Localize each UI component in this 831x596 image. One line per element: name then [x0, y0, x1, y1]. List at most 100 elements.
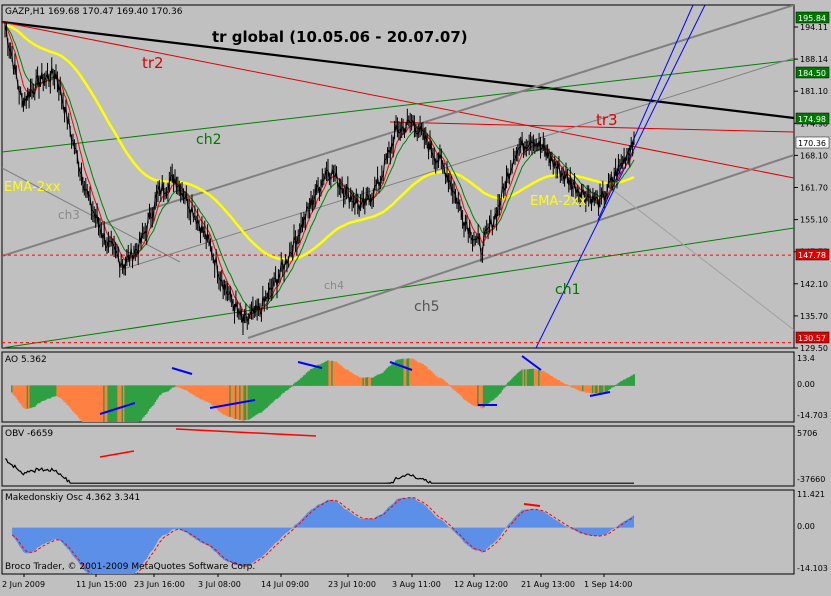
price-y-tick-label: 181.10	[800, 87, 828, 96]
ao-bar	[230, 385, 233, 418]
ao-bar	[90, 385, 93, 422]
price-y-tick-label: 161.70	[800, 184, 828, 193]
ao-bar	[297, 380, 300, 386]
ao-bar	[114, 385, 117, 422]
ao-bar	[495, 385, 498, 398]
ao-bar	[206, 385, 209, 402]
ema-yellow-line	[4, 24, 635, 261]
ao-bar	[465, 385, 468, 401]
ao-bar	[559, 381, 562, 386]
ao-bar	[606, 385, 609, 392]
ao-bar	[200, 385, 203, 400]
ao-bar	[254, 385, 257, 415]
ao-bar	[533, 369, 536, 386]
ao-bar	[387, 366, 390, 386]
ao-bar	[319, 364, 322, 386]
ao-divergence-line	[297, 361, 323, 369]
ao-bar	[560, 382, 563, 386]
ao-bar	[349, 372, 352, 386]
label-ch5: ch5	[414, 299, 439, 315]
obv-panel[interactable]	[1, 425, 795, 487]
ao-bar	[342, 367, 345, 386]
ao-bar	[478, 385, 481, 407]
price-y-tick-label: 194.11	[800, 23, 828, 32]
label-tr3: tr3	[596, 111, 618, 129]
ao-bar	[70, 385, 73, 410]
ao-bar	[464, 385, 467, 401]
obv-label: OBV -6659	[5, 429, 53, 439]
ao-bar	[628, 377, 631, 386]
ao-bar	[168, 385, 171, 391]
ao-bar	[267, 385, 270, 406]
ao-bar	[210, 385, 213, 405]
ao-bar	[553, 377, 556, 386]
ao-bar	[448, 385, 451, 386]
ao-bar	[152, 385, 155, 405]
ao-bar	[487, 385, 490, 404]
ao-bar	[516, 373, 519, 386]
ao-bar	[597, 385, 600, 394]
label-ch3: ch3	[58, 208, 80, 222]
ao-bar	[274, 385, 277, 400]
ao-bar	[125, 385, 128, 422]
ao-bar	[185, 385, 188, 390]
ao-bar	[338, 364, 341, 386]
ao-bar	[302, 375, 305, 386]
ao-bar	[419, 362, 422, 386]
ao-bar	[81, 385, 84, 422]
x-tick-label: 3 Aug 11:00	[392, 580, 441, 589]
mk-y-tick-label: 0.00	[797, 522, 815, 531]
ao-bar	[159, 385, 162, 395]
ao-bar	[368, 377, 371, 386]
ao-bar	[556, 379, 559, 386]
obv-y-tick-label: -37660	[797, 475, 825, 484]
ao-bar	[373, 376, 376, 386]
ao-bar	[528, 369, 531, 386]
ao-bar	[321, 363, 324, 386]
ao-bar	[512, 377, 515, 386]
ao-bar	[208, 385, 210, 403]
ao-bar	[256, 385, 259, 415]
price-tag-147.78	[795, 248, 830, 261]
ao-bar	[158, 385, 161, 396]
ao-bar	[444, 381, 447, 386]
ao-bar	[22, 385, 25, 408]
ao-bar	[33, 385, 36, 407]
ao-bar	[191, 385, 193, 394]
ao-bar	[120, 385, 123, 422]
ao-bar	[249, 385, 252, 419]
ao-bar	[205, 385, 208, 402]
ao-bar	[514, 375, 516, 386]
ao-bar	[63, 385, 66, 403]
ao-bar	[375, 375, 378, 386]
ao-bar	[280, 385, 283, 395]
ao-bar	[285, 385, 288, 391]
ao-bar	[60, 385, 63, 399]
ao-bar	[572, 385, 575, 388]
ao-bar	[227, 385, 230, 417]
ao-bar	[427, 369, 430, 386]
tr2-line	[2, 21, 794, 179]
price-panel[interactable]	[1, 4, 795, 349]
ao-bar	[576, 385, 579, 390]
ao-bar	[623, 379, 626, 386]
price-close-line	[4, 25, 635, 324]
ao-bar	[437, 377, 440, 386]
ao-bar	[410, 358, 413, 386]
ao-bar	[169, 385, 172, 389]
mk-label: Makedonskiy Osc 4.362 3.341	[5, 493, 140, 503]
ao-bar	[135, 385, 138, 422]
ao-bar	[49, 385, 52, 399]
ao-bar	[11, 385, 14, 393]
ao-bar	[247, 385, 250, 420]
ao-bar	[213, 385, 216, 408]
ao-bar	[304, 374, 307, 386]
ao-bar	[28, 385, 31, 409]
ao-bar	[145, 385, 148, 414]
ao-bar	[580, 385, 583, 392]
ao-bar	[59, 385, 62, 398]
ao-bar	[518, 371, 521, 386]
ao-bar	[562, 382, 565, 386]
ao-bar	[195, 385, 198, 397]
ao-bar	[225, 385, 227, 416]
